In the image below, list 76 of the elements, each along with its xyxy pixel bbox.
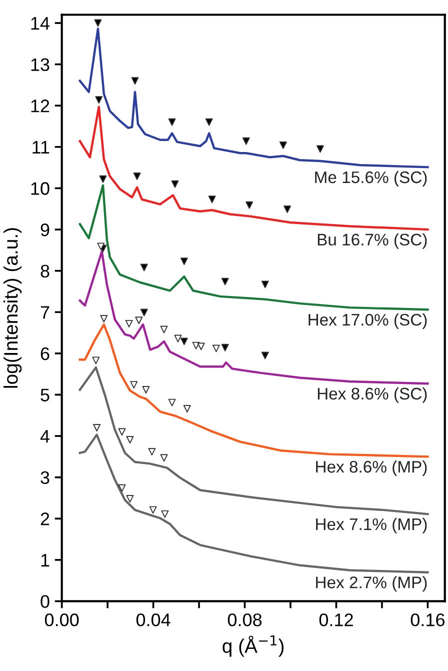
point: [174, 334, 182, 342]
series-label: Hex 8.6% (SC): [318, 387, 427, 403]
point: [168, 398, 176, 406]
point: [126, 495, 134, 503]
point: [99, 175, 107, 183]
series-label: Hex 7.1% (MP): [316, 518, 427, 534]
line-series: [78, 106, 429, 231]
point: [93, 424, 101, 432]
point: [130, 381, 138, 389]
point: [261, 280, 269, 288]
series-label: Hex 17.0% (SC): [308, 313, 427, 329]
y-tick-label: 1: [41, 554, 50, 566]
point: [161, 510, 169, 518]
y-tick-label: 8: [40, 264, 50, 278]
point: [242, 137, 250, 145]
point: [171, 180, 179, 188]
point: [131, 77, 139, 85]
point: [92, 356, 100, 364]
point: [221, 278, 229, 286]
y-axis-title: log(Intensity) (a.u.): [3, 228, 22, 388]
point: [100, 314, 108, 322]
point: [197, 342, 205, 350]
point: [212, 344, 220, 352]
y-tick-label: 13: [31, 58, 50, 72]
x-tick-label: 0.04: [136, 614, 170, 626]
point: [160, 326, 168, 334]
point: [133, 172, 141, 180]
series-label: Hex 2.7% (MP): [316, 576, 427, 592]
y-tick-label: 10: [31, 182, 50, 195]
point: [208, 196, 216, 204]
point: [118, 484, 126, 492]
point: [205, 118, 213, 126]
point: [148, 448, 156, 456]
point: [261, 352, 269, 360]
y-tick-label: 3: [40, 471, 50, 484]
y-tick-label: 11: [32, 141, 50, 154]
line-series: [78, 434, 429, 574]
point: [316, 145, 324, 153]
y-tick-label: 7: [40, 306, 50, 319]
x-tick-label: 0.12: [319, 614, 353, 626]
point: [168, 118, 176, 126]
x-tick-label: 0.16: [410, 614, 444, 626]
point: [160, 454, 168, 462]
x-tick-label: 0.08: [228, 614, 262, 626]
point: [125, 320, 133, 328]
point: [95, 96, 103, 104]
point: [140, 308, 148, 316]
y-tick-label: 5: [40, 388, 50, 402]
point: [94, 19, 102, 27]
series-label: Bu 16.7% (SC): [318, 233, 427, 249]
y-tick-label: 6: [40, 347, 50, 360]
point: [149, 506, 157, 514]
y-tick-label: 9: [40, 223, 50, 236]
y-tick-label: 12: [31, 100, 50, 112]
series-label: Me 15.6% (SC): [315, 170, 427, 186]
x-axis-title: q (Å$^{−1}$): [222, 635, 284, 657]
y-tick-label: 0: [40, 595, 50, 608]
series-label: Hex 8.6% (MP): [316, 460, 427, 476]
line-series: [78, 366, 429, 516]
y-tick-label: 14: [31, 17, 50, 30]
y-tick-label: 4: [40, 430, 50, 443]
point: [183, 405, 191, 412]
point: [180, 338, 188, 346]
y-tick-label: 2: [40, 512, 50, 526]
point: [284, 206, 292, 214]
x-tick-label: 0.00: [44, 614, 79, 626]
point: [142, 386, 150, 394]
point: [126, 436, 134, 444]
point: [118, 428, 126, 436]
point: [180, 258, 188, 266]
point: [221, 344, 229, 352]
line-series: [78, 28, 429, 168]
point: [246, 201, 254, 209]
point: [135, 316, 143, 324]
point: [279, 142, 287, 150]
point: [140, 264, 148, 272]
